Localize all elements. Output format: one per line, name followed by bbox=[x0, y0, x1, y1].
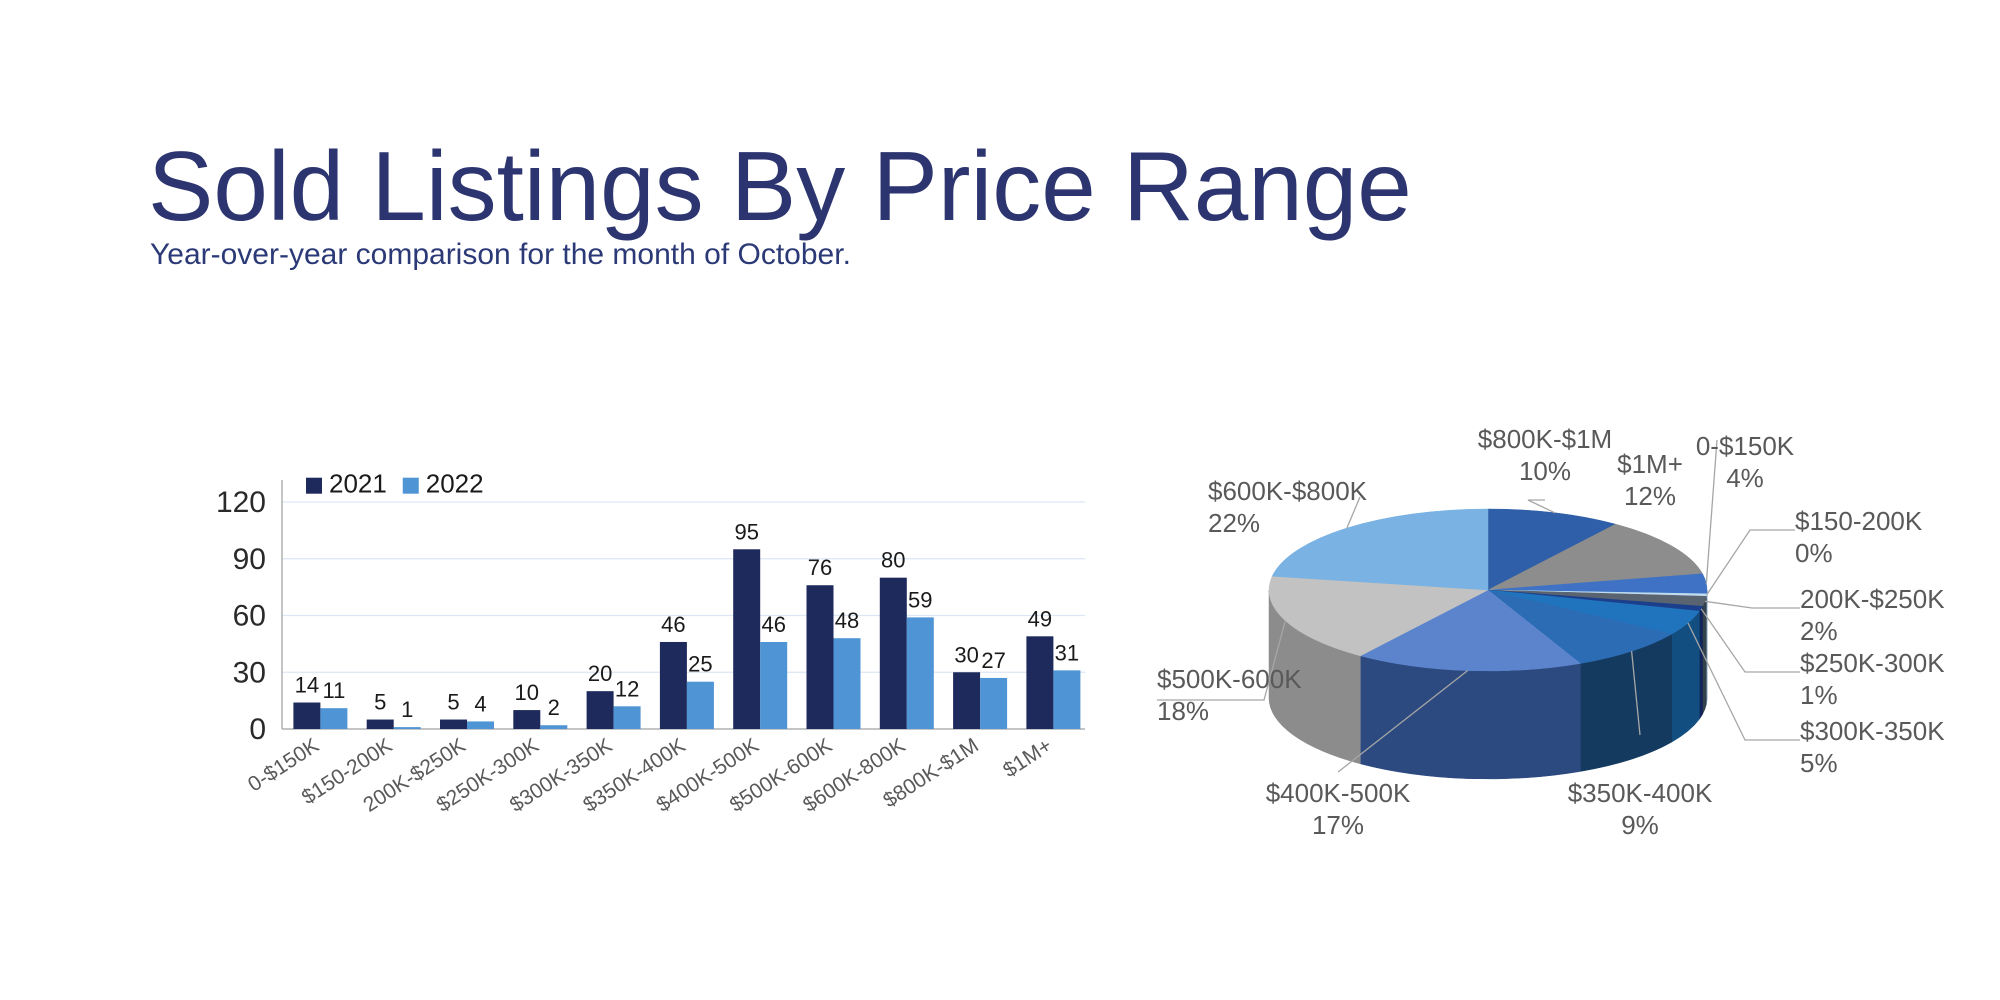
svg-text:2%: 2% bbox=[1800, 616, 1838, 646]
svg-text:$350K-400K: $350K-400K bbox=[1568, 778, 1713, 808]
svg-text:$800K-$1M: $800K-$1M bbox=[1478, 424, 1612, 454]
svg-text:1%: 1% bbox=[1800, 680, 1838, 710]
svg-text:$600K-$800K: $600K-$800K bbox=[1208, 476, 1368, 506]
svg-text:10%: 10% bbox=[1519, 456, 1571, 486]
svg-text:$400K-500K: $400K-500K bbox=[1266, 778, 1411, 808]
svg-text:$500K-600K: $500K-600K bbox=[1157, 664, 1302, 694]
svg-text:$300K-350K: $300K-350K bbox=[1800, 716, 1945, 746]
svg-text:$150-200K: $150-200K bbox=[1795, 506, 1923, 536]
svg-text:18%: 18% bbox=[1157, 696, 1209, 726]
svg-text:$1M+: $1M+ bbox=[1617, 449, 1683, 479]
svg-text:0%: 0% bbox=[1795, 538, 1833, 568]
svg-text:22%: 22% bbox=[1208, 508, 1260, 538]
svg-text:9%: 9% bbox=[1621, 810, 1659, 840]
svg-text:5%: 5% bbox=[1800, 748, 1838, 778]
svg-text:17%: 17% bbox=[1312, 810, 1364, 840]
svg-text:$250K-300K: $250K-300K bbox=[1800, 648, 1945, 678]
svg-text:0-$150K: 0-$150K bbox=[1696, 431, 1795, 461]
svg-text:4%: 4% bbox=[1726, 463, 1764, 493]
svg-text:200K-$250K: 200K-$250K bbox=[1800, 584, 1945, 614]
svg-text:12%: 12% bbox=[1624, 481, 1676, 511]
